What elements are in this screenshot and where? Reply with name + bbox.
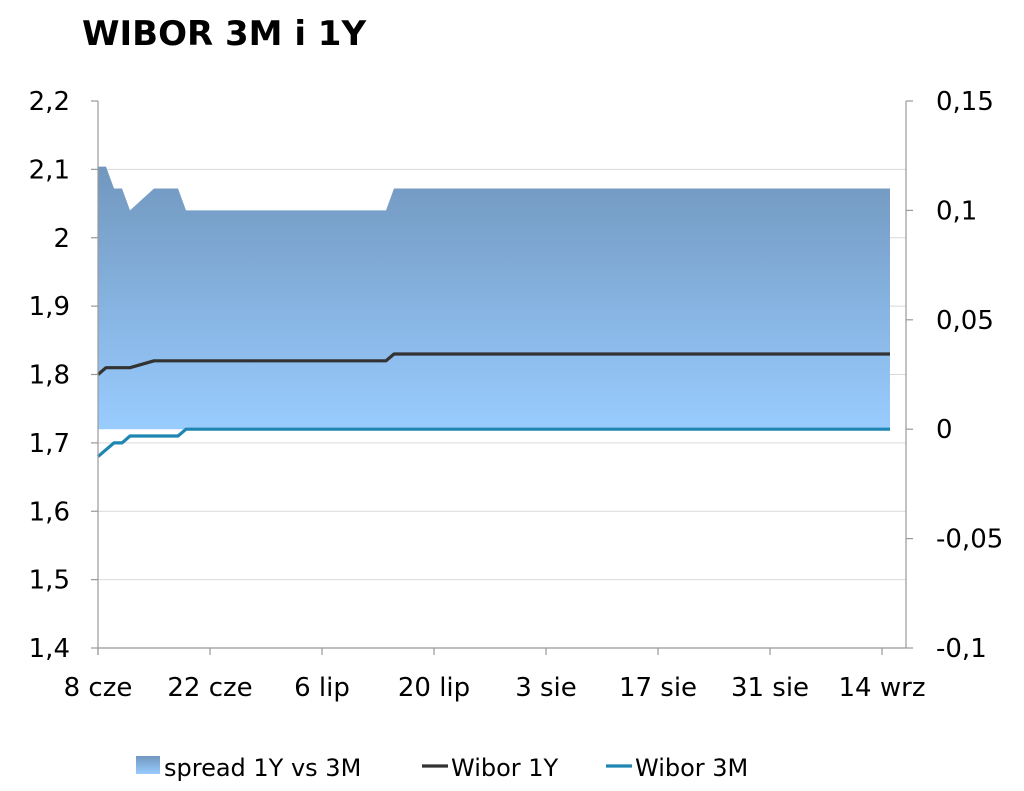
series-lines-layer <box>96 352 890 458</box>
y-left-tick-label: 1,9 <box>29 292 70 322</box>
y-left-tick-label: 1,6 <box>29 497 70 527</box>
legend-item-spread: spread 1Y vs 3M <box>136 754 361 782</box>
y-left-tick-label: 1,7 <box>29 429 70 459</box>
series-wibor-3m-line <box>96 427 890 458</box>
y-left-tick-label: 1,8 <box>29 361 70 391</box>
legend-label-wibor-3m: Wibor 3M <box>635 754 748 782</box>
legend-label-spread: spread 1Y vs 3M <box>164 754 361 782</box>
legend: spread 1Y vs 3M Wibor 1Y Wibor 3M <box>136 754 748 782</box>
x-tick-label: 17 sie <box>619 673 697 703</box>
y-right-tick-label: 0 <box>936 415 953 445</box>
legend-swatch-spread <box>136 756 160 774</box>
series-spread-1y-vs-3m-area <box>98 166 890 430</box>
y-left-tick-label: 2,1 <box>29 155 70 185</box>
series-wibor-1y-line <box>96 352 890 376</box>
x-tick-label: 20 lip <box>398 673 470 703</box>
chart-title: WIBOR 3M i 1Y <box>82 14 367 54</box>
y-right-tick-label: 0,05 <box>936 306 994 336</box>
y-left-tick-label: 2,2 <box>29 87 70 117</box>
x-tick-label: 8 cze <box>64 673 133 703</box>
spread-area-layer <box>98 166 890 430</box>
y-right-tick-label: 0,1 <box>936 196 977 226</box>
x-tick-label: 6 lip <box>294 673 350 703</box>
legend-item-wibor-1y: Wibor 1Y <box>422 754 559 782</box>
axes: 2,2 2,1 2 1,9 1,8 1,7 1,6 1,5 1,4 0,15 0,1 0,05 0 -0,… <box>29 87 1004 703</box>
x-tick-label: 14 wrz <box>839 673 926 703</box>
y-right-tick-label: 0,15 <box>936 87 994 117</box>
legend-label-wibor-1y: Wibor 1Y <box>451 754 559 782</box>
y-left-tick-label: 1,4 <box>29 634 70 664</box>
x-tick-label: 31 sie <box>731 673 809 703</box>
y-right-tick-label: -0,05 <box>936 525 1003 555</box>
y-left-tick-label: 1,5 <box>29 566 70 596</box>
x-tick-label: 3 sie <box>515 673 577 703</box>
y-left-tick-label: 2 <box>53 224 70 254</box>
legend-item-wibor-3m: Wibor 3M <box>606 754 748 782</box>
x-tick-label: 22 cze <box>167 673 252 703</box>
y-right-tick-label: -0,1 <box>936 634 987 664</box>
